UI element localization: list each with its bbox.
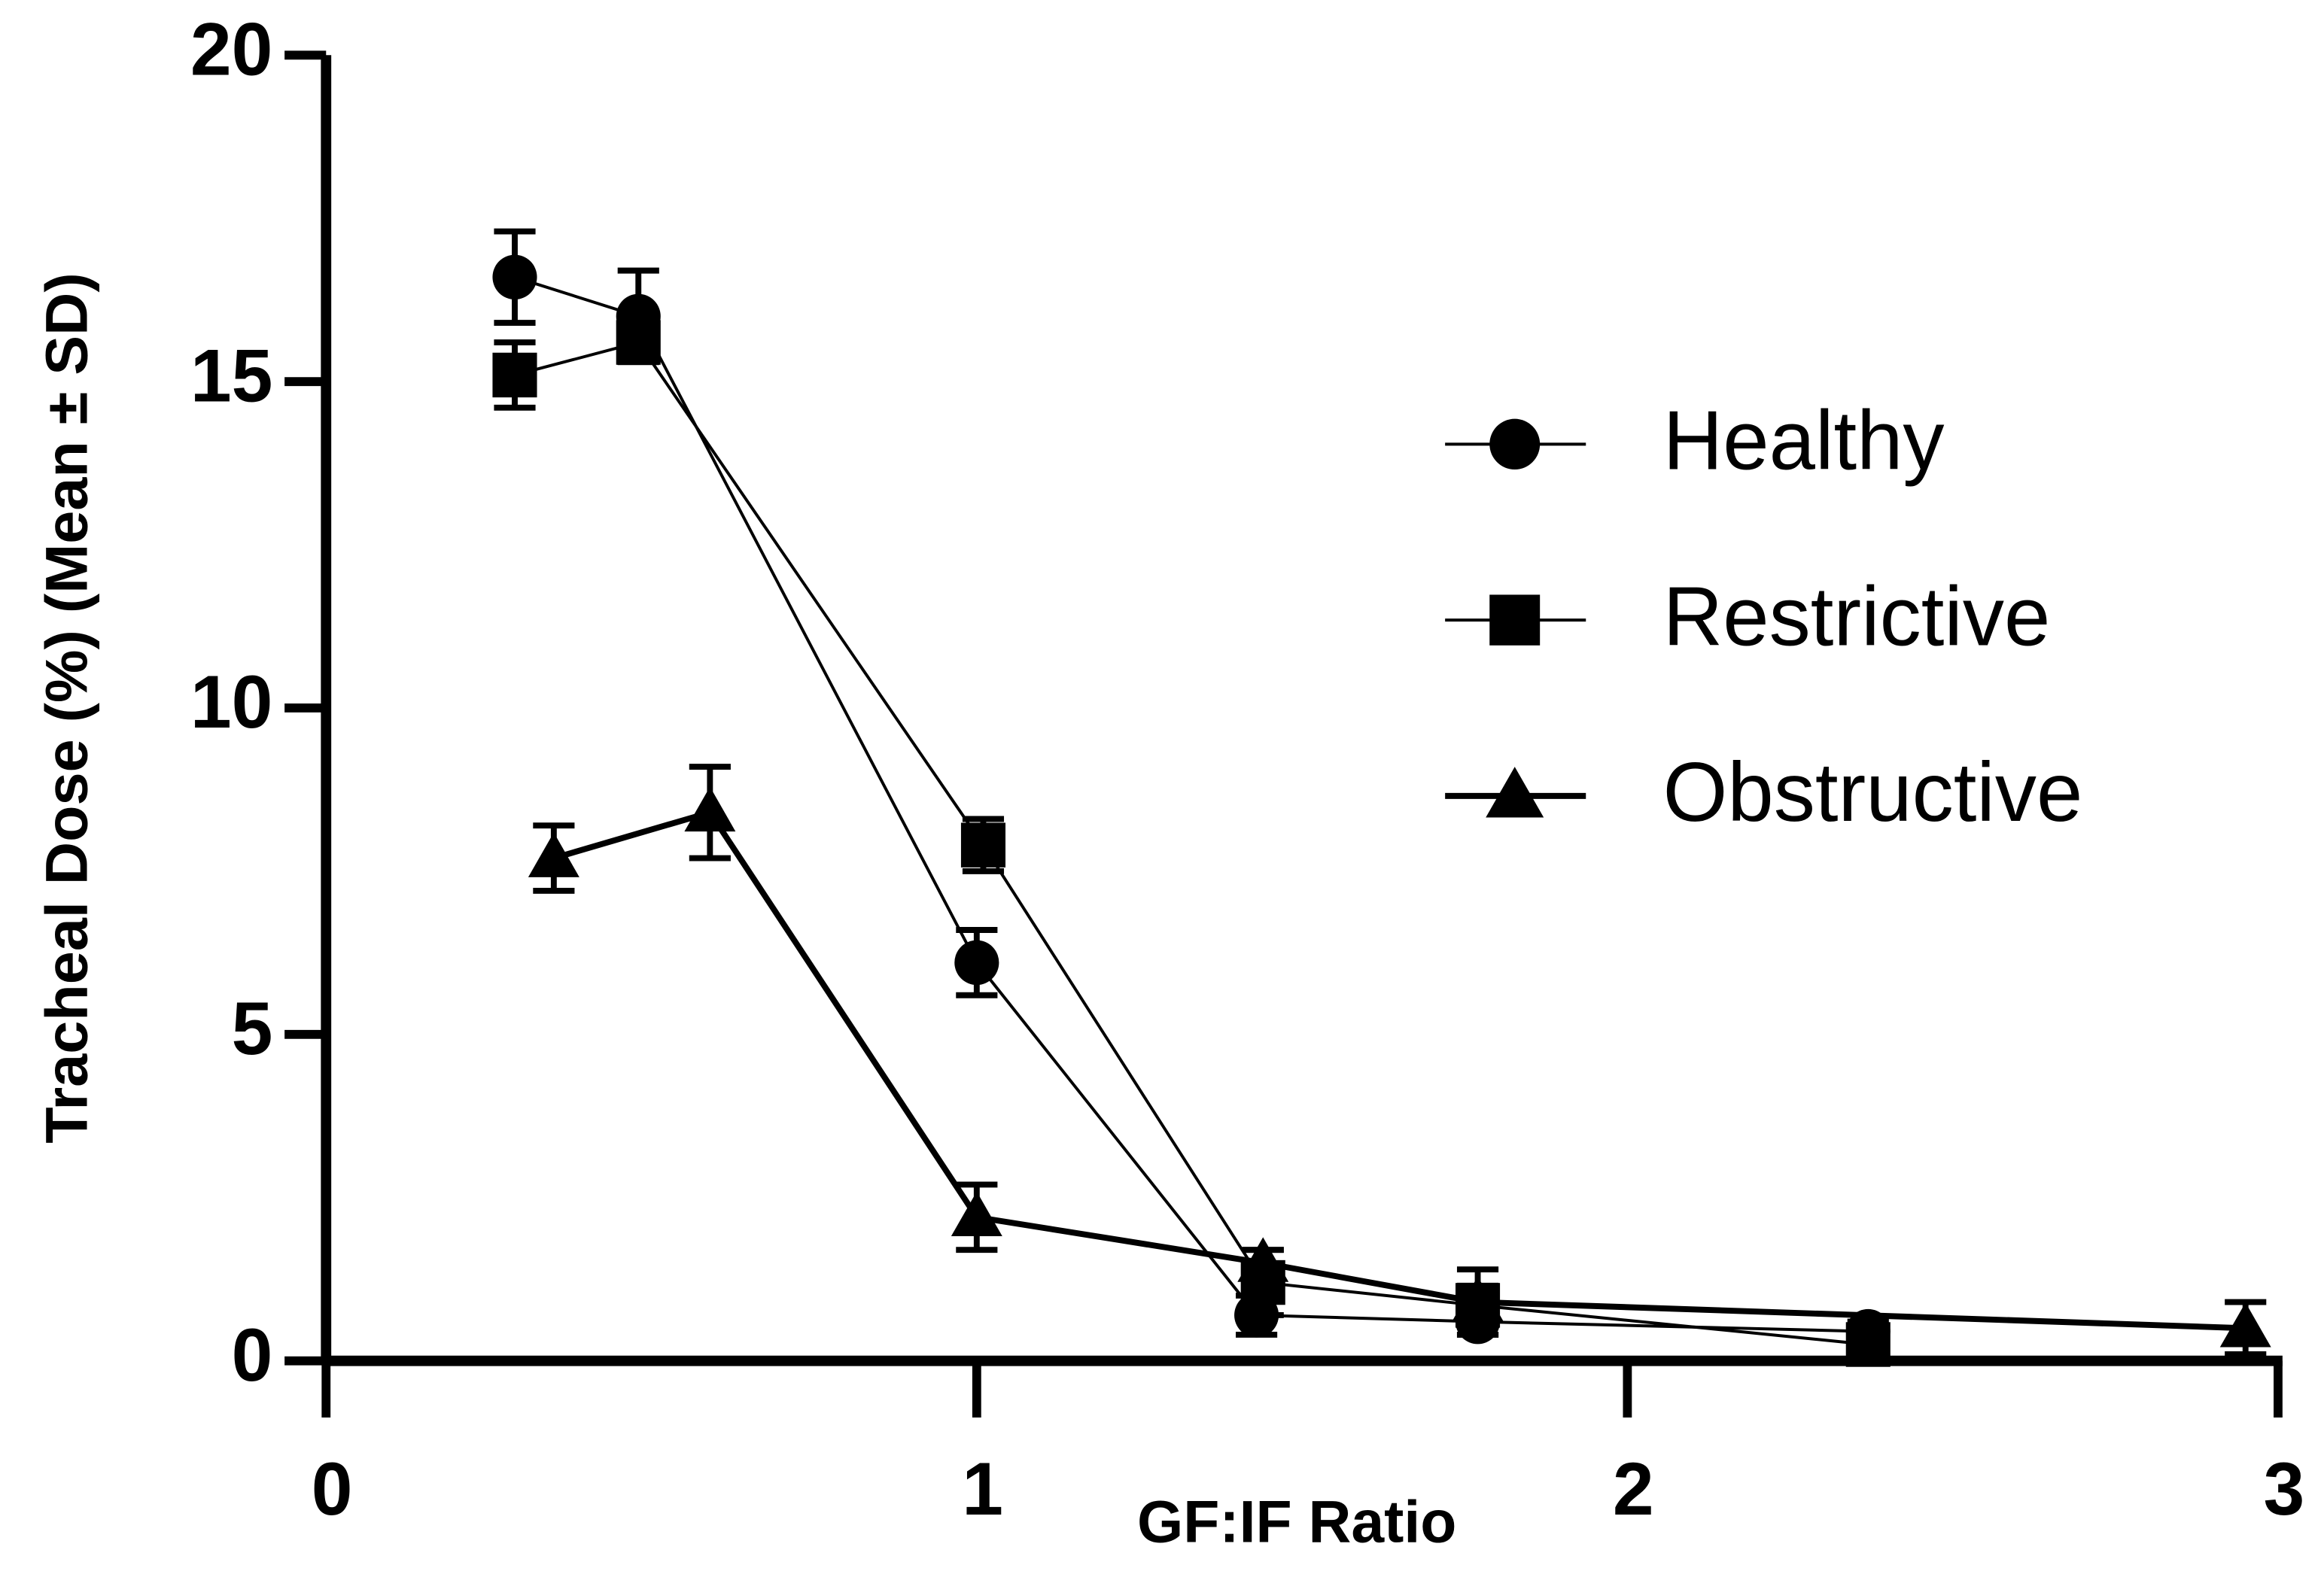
marker — [951, 1191, 1002, 1237]
legend-label: Restrictive — [1663, 570, 2051, 663]
marker — [528, 832, 579, 877]
series-line — [514, 340, 1869, 1346]
y-tick-label: 0 — [232, 1314, 273, 1396]
marker — [960, 822, 1006, 868]
x-axis-label: GF:IF Ratio — [1137, 1487, 1456, 1554]
x-tick-label: 0 — [312, 1448, 353, 1530]
marker — [1845, 1322, 1891, 1367]
legend-label: Healthy — [1663, 394, 1945, 487]
series-line — [552, 809, 2246, 1332]
legend-marker — [1486, 767, 1544, 818]
marker — [954, 940, 999, 986]
y-tick-label: 10 — [190, 661, 273, 743]
y-tick-label: 5 — [232, 987, 273, 1070]
marker — [1237, 1237, 1289, 1282]
legend-label: Obstructive — [1663, 746, 2083, 839]
y-axis-label: Tracheal Dose (%) (Mean ± SD) — [33, 272, 100, 1143]
x-tick-label: 3 — [2263, 1448, 2304, 1530]
x-tick-label: 1 — [962, 1448, 1003, 1530]
legend-marker — [1489, 418, 1541, 470]
y-tick-label: 15 — [190, 334, 273, 417]
legend-marker — [1489, 594, 1541, 646]
marker — [1452, 1276, 1504, 1321]
marker — [2219, 1302, 2271, 1348]
marker — [684, 786, 736, 832]
marker — [616, 320, 661, 365]
marker — [492, 352, 537, 398]
y-tick-label: 20 — [190, 8, 273, 90]
marker — [492, 254, 537, 300]
x-tick-label: 2 — [1613, 1448, 1654, 1530]
